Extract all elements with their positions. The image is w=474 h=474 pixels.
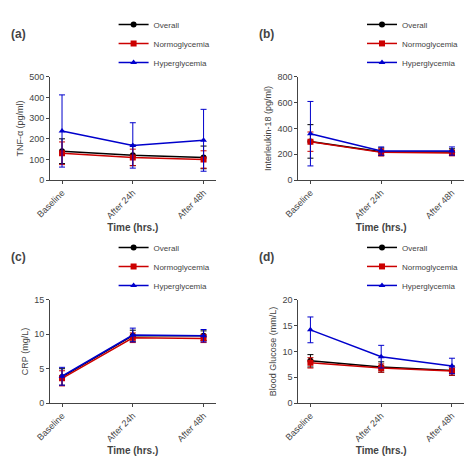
svg-text:0: 0 bbox=[288, 175, 293, 185]
svg-text:800: 800 bbox=[278, 72, 293, 82]
svg-text:Time (hrs.): Time (hrs.) bbox=[356, 445, 407, 456]
svg-text:Normoglycemia: Normoglycemia bbox=[402, 263, 458, 272]
svg-text:10: 10 bbox=[283, 347, 293, 357]
svg-text:After 24h: After 24h bbox=[104, 411, 137, 444]
svg-text:Time (hrs.): Time (hrs.) bbox=[107, 445, 158, 456]
svg-text:After 24h: After 24h bbox=[353, 411, 386, 444]
svg-text:400: 400 bbox=[278, 124, 293, 134]
svg-text:(c): (c) bbox=[11, 250, 26, 264]
svg-text:Overall: Overall bbox=[402, 21, 428, 30]
svg-text:20: 20 bbox=[283, 295, 293, 305]
svg-text:Baseline: Baseline bbox=[35, 411, 66, 442]
svg-text:After 48h: After 48h bbox=[175, 411, 208, 444]
svg-text:500: 500 bbox=[29, 72, 44, 82]
svg-text:300: 300 bbox=[29, 113, 44, 123]
svg-text:Normoglycemia: Normoglycemia bbox=[154, 40, 210, 49]
svg-text:Overall: Overall bbox=[154, 244, 180, 253]
svg-text:After 24h: After 24h bbox=[353, 188, 386, 221]
svg-text:After 48h: After 48h bbox=[424, 411, 457, 444]
svg-text:15: 15 bbox=[34, 295, 44, 305]
svg-text:Blood Glucose (mm/L): Blood Glucose (mm/L) bbox=[268, 307, 278, 397]
svg-text:Hyperglycemia: Hyperglycemia bbox=[402, 59, 455, 68]
svg-text:10: 10 bbox=[34, 329, 44, 339]
svg-text:After 48h: After 48h bbox=[424, 188, 457, 221]
svg-text:5: 5 bbox=[39, 364, 44, 374]
svg-text:CRP (mg/L): CRP (mg/L) bbox=[20, 328, 30, 375]
svg-text:Normoglycemia: Normoglycemia bbox=[402, 40, 458, 49]
svg-text:After 24h: After 24h bbox=[104, 188, 137, 221]
svg-text:0: 0 bbox=[39, 175, 44, 185]
svg-text:(b): (b) bbox=[259, 27, 274, 41]
svg-text:Overall: Overall bbox=[402, 244, 428, 253]
svg-text:Hyperglycemia: Hyperglycemia bbox=[154, 282, 207, 291]
svg-text:15: 15 bbox=[283, 321, 293, 331]
svg-text:Hyperglycemia: Hyperglycemia bbox=[154, 59, 207, 68]
svg-text:0: 0 bbox=[288, 398, 293, 408]
svg-text:Baseline: Baseline bbox=[35, 188, 66, 219]
svg-text:Baseline: Baseline bbox=[284, 411, 315, 442]
svg-text:(a): (a) bbox=[11, 27, 26, 41]
svg-text:400: 400 bbox=[29, 93, 44, 103]
svg-text:Interleukin-18 (pg/ml): Interleukin-18 (pg/ml) bbox=[263, 86, 273, 171]
svg-text:600: 600 bbox=[278, 98, 293, 108]
svg-text:200: 200 bbox=[278, 149, 293, 159]
svg-text:Time (hrs.): Time (hrs.) bbox=[107, 222, 158, 233]
svg-text:TNF-α (pg/ml): TNF-α (pg/ml) bbox=[15, 100, 25, 156]
svg-text:5: 5 bbox=[288, 372, 293, 382]
svg-text:100: 100 bbox=[29, 155, 44, 165]
svg-text:200: 200 bbox=[29, 134, 44, 144]
svg-text:After 48h: After 48h bbox=[175, 188, 208, 221]
svg-text:Baseline: Baseline bbox=[284, 188, 315, 219]
svg-text:Hyperglycemia: Hyperglycemia bbox=[402, 282, 455, 291]
svg-text:Overall: Overall bbox=[154, 21, 180, 30]
svg-text:(d): (d) bbox=[259, 250, 274, 264]
svg-text:Time (hrs.): Time (hrs.) bbox=[356, 222, 407, 233]
svg-text:Normoglycemia: Normoglycemia bbox=[154, 263, 210, 272]
svg-text:0: 0 bbox=[39, 398, 44, 408]
